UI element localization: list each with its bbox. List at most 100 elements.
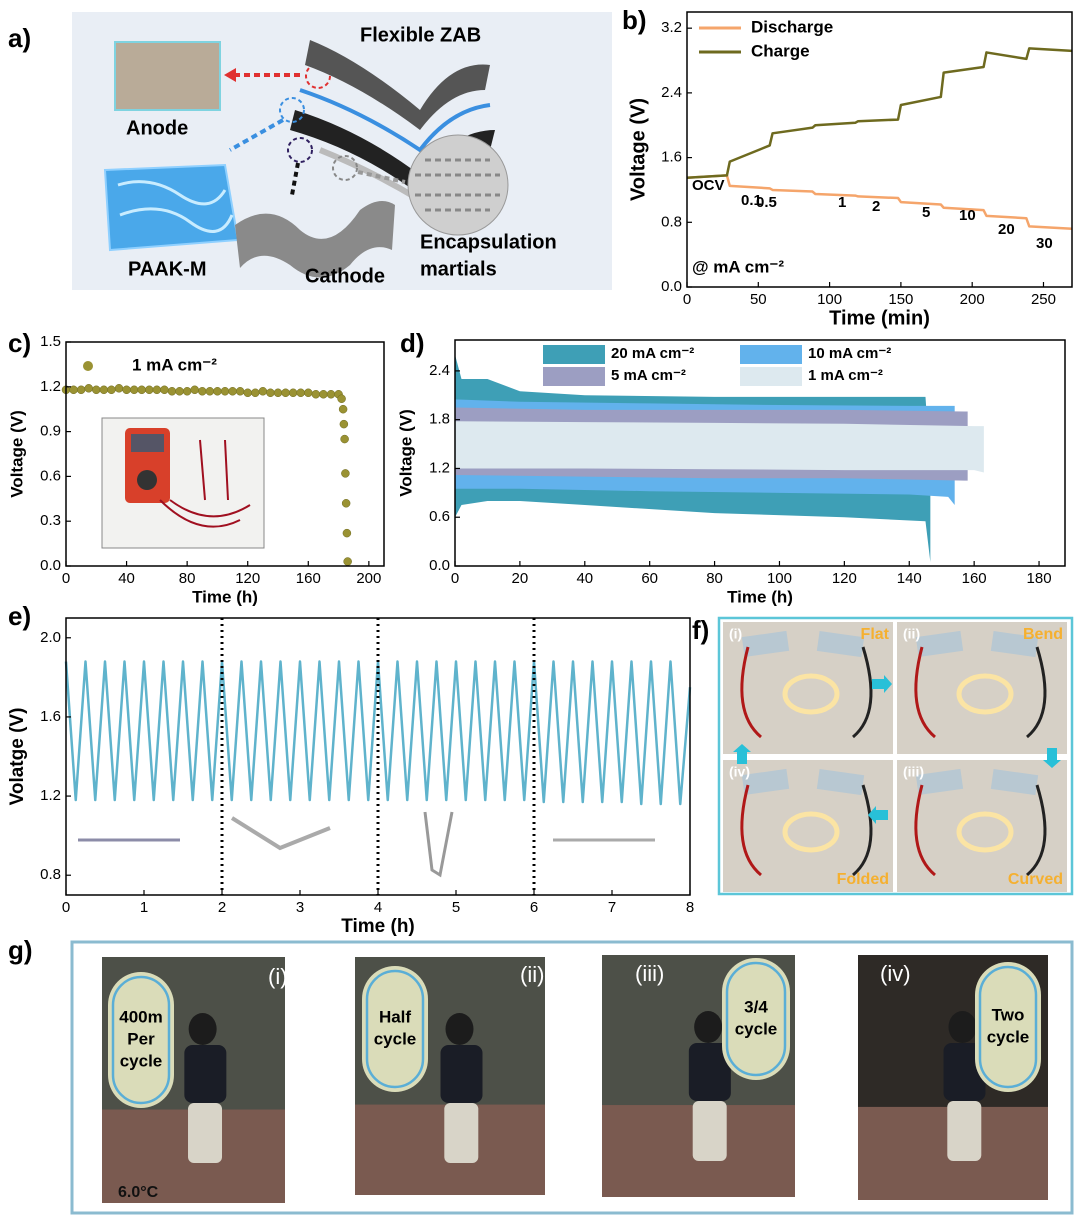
data-point — [273, 388, 283, 398]
electrolyte-cube — [103, 163, 240, 252]
x-tick-label: 160 — [296, 570, 321, 587]
x-axis-label: Time (h) — [192, 587, 258, 606]
data-line — [686, 174, 1073, 231]
y-tick-label: 2.4 — [429, 362, 450, 379]
wire — [914, 646, 936, 739]
x-tick-label: 140 — [897, 570, 922, 587]
route-line — [978, 965, 1038, 1089]
x-tick-label: 0 — [683, 291, 691, 308]
route-label: cycle — [987, 1027, 1030, 1046]
y-tick-label: 1.8 — [429, 411, 450, 428]
arrow — [229, 118, 284, 152]
led-ring — [956, 811, 1014, 853]
y-axis-label: Volatge (V) — [7, 708, 28, 806]
data-point — [326, 390, 336, 399]
annotation: 2 — [872, 198, 880, 215]
x-tick-label: 150 — [888, 291, 913, 308]
legend-marker — [83, 361, 93, 371]
x-axis-label: Time (h) — [727, 587, 793, 606]
plot-frame — [686, 11, 1073, 288]
wire — [852, 646, 873, 739]
flow-arrow — [872, 675, 892, 693]
panel-label: a) — [8, 23, 31, 53]
runner-legs — [947, 1101, 982, 1161]
electrode-pad — [990, 769, 1039, 796]
battery-layer — [290, 110, 495, 195]
photo-index: (iii) — [635, 961, 664, 986]
cathode-mesh — [235, 201, 395, 278]
electrode-pad — [990, 631, 1039, 658]
route-line — [365, 969, 425, 1089]
y-tick-label: 1.2 — [429, 459, 450, 476]
x-tick-label: 0 — [62, 570, 70, 587]
legend-label: 5 mA cm⁻² — [611, 367, 686, 384]
plot-frame — [65, 341, 385, 567]
x-axis-label: Time (min) — [829, 307, 930, 329]
route-label: 400m — [119, 1007, 162, 1026]
data-point — [266, 388, 275, 398]
legend-label: Charge — [751, 41, 810, 60]
data-point — [198, 387, 207, 396]
x-tick-label: 80 — [706, 570, 723, 587]
route-label: 3/4 — [744, 997, 768, 1016]
data-point — [190, 385, 199, 395]
wire — [740, 646, 762, 739]
data-point — [182, 387, 192, 396]
probe-wires — [159, 439, 251, 528]
data-point — [311, 390, 321, 399]
data-point — [338, 404, 348, 414]
annotation: OCV — [692, 177, 725, 194]
photo-index: (i) — [729, 626, 742, 642]
photo-index: (iii) — [903, 764, 924, 780]
data-point — [99, 385, 109, 395]
legend-swatch — [543, 345, 605, 364]
data-point — [340, 434, 349, 444]
diagram-label: PAAK-M — [128, 258, 207, 280]
callout — [332, 155, 358, 181]
data-point — [122, 385, 131, 395]
x-tick-label: 200 — [356, 570, 381, 587]
electrode-pad — [741, 768, 790, 795]
wire — [1026, 784, 1047, 877]
y-tick-label: 0.9 — [40, 423, 61, 440]
annotation: 0.1 — [741, 192, 762, 209]
data-point — [175, 387, 184, 396]
arrow — [357, 170, 406, 184]
x-tick-label: 100 — [767, 570, 792, 587]
flow-arrow — [733, 744, 751, 764]
device-sketch — [230, 816, 331, 851]
runner-legs — [692, 1101, 727, 1161]
photo-index: (iv) — [880, 961, 911, 986]
diagram-label: Anode — [126, 117, 188, 139]
y-axis-label: Voltage (V) — [627, 98, 649, 201]
runner-legs — [444, 1103, 479, 1163]
data-point — [343, 557, 352, 566]
route-pill — [362, 966, 428, 1092]
legend-label: 10 mA cm⁻² — [808, 345, 891, 362]
x-tick-label: 120 — [832, 570, 857, 587]
anode-photo — [114, 41, 221, 111]
x-tick-label: 7 — [608, 899, 616, 916]
encapsulation-sphere — [407, 134, 509, 236]
plot-frame — [454, 339, 1066, 567]
x-tick-label: 200 — [960, 291, 985, 308]
data-point — [167, 387, 177, 396]
data-point — [281, 388, 290, 398]
x-tick-label: 40 — [118, 570, 135, 587]
data-point — [258, 387, 268, 396]
y-tick-label: 1.2 — [40, 378, 61, 395]
data-point — [288, 388, 298, 398]
runner-legs — [188, 1103, 223, 1163]
runner-head — [188, 1013, 217, 1045]
annotation: 0.5 — [756, 194, 777, 211]
electrode-pad — [816, 769, 865, 796]
x-tick-label: 0 — [62, 899, 70, 916]
route-line — [725, 961, 787, 1077]
x-tick-label: 8 — [686, 899, 694, 916]
x-tick-label: 180 — [1027, 570, 1052, 587]
data-point — [129, 385, 139, 395]
data-point — [220, 387, 230, 396]
y-tick-label: 1.6 — [661, 149, 682, 166]
arrow — [290, 162, 300, 196]
temperature: 6.0°C — [118, 1184, 159, 1201]
